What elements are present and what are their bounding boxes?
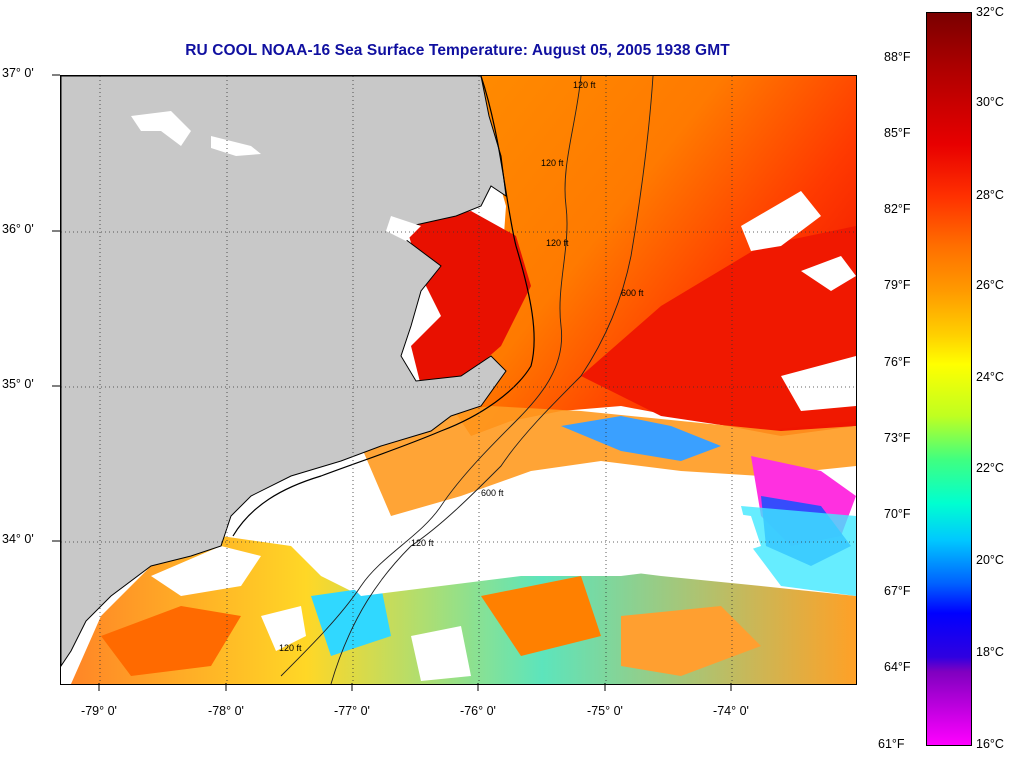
lat-label-34: 34° 0' — [2, 532, 34, 546]
colorbar-c-label: 26°C — [976, 278, 1004, 292]
colorbar-c-label: 18°C — [976, 645, 1004, 659]
lon-label-75: -75° 0' — [587, 704, 623, 718]
colorbar-f-label: 76°F — [884, 355, 911, 369]
lon-label-76: -76° 0' — [460, 704, 496, 718]
warm-patch — [101, 606, 241, 676]
colorbar-f-label: 67°F — [884, 584, 911, 598]
colorbar-c-label: 28°C — [976, 188, 1004, 202]
colorbar-c-label: 20°C — [976, 553, 1004, 567]
contour-label: 120 ft — [546, 238, 569, 248]
cloud-patch — [801, 256, 856, 291]
colorbar-f-label: 79°F — [884, 278, 911, 292]
colorbar-c-label: 30°C — [976, 95, 1004, 109]
temperature-colorbar — [926, 12, 972, 746]
contour-label: 600 ft — [621, 288, 644, 298]
contour-label: 600 ft — [481, 488, 504, 498]
sst-map: 120 ft 120 ft 120 ft 600 ft 120 ft 600 f… — [60, 75, 857, 685]
colorbar-c-label: 32°C — [976, 5, 1004, 19]
sound-hot-water — [406, 211, 531, 386]
cloud-bank — [311, 496, 761, 596]
colorbar-f-label: 88°F — [884, 50, 911, 64]
cool-eddy — [561, 416, 721, 461]
inland-lake — [386, 216, 421, 241]
barrier-island-shoreline — [232, 76, 535, 537]
cloud-patch — [741, 191, 821, 251]
inland-lake — [211, 136, 261, 156]
colorbar-f-label: 70°F — [884, 507, 911, 521]
inland-lake — [131, 111, 191, 146]
colorbar-f-label: 64°F — [884, 660, 911, 674]
contour-label: 120 ft — [541, 158, 564, 168]
graticule — [61, 76, 856, 684]
colorbar-f-label: 82°F — [884, 202, 911, 216]
colorbar-f-label: 73°F — [884, 431, 911, 445]
axis-ticks — [52, 74, 732, 691]
colorbar-f-label: 85°F — [884, 126, 911, 140]
colorbar-f-label: 61°F — [878, 737, 905, 751]
colorbar-c-label: 16°C — [976, 737, 1004, 751]
contour-120ft — [280, 76, 582, 677]
sst-map-canvas: 120 ft 120 ft 120 ft 600 ft 120 ft 600 f… — [61, 76, 856, 684]
contour-label: 120 ft — [573, 80, 596, 90]
lon-label-78: -78° 0' — [208, 704, 244, 718]
cloud-patch — [781, 356, 856, 411]
lon-label-79: -79° 0' — [81, 704, 117, 718]
cool-patch — [311, 586, 391, 656]
warm-patch — [621, 606, 761, 676]
bathymetry-contours — [280, 76, 654, 684]
lat-label-35: 35° 0' — [2, 377, 34, 391]
colorbar-c-label: 22°C — [976, 461, 1004, 475]
warm-patch — [481, 576, 601, 656]
cool-patch — [741, 506, 856, 596]
front-band — [361, 406, 856, 516]
colorbar-c-label: 24°C — [976, 370, 1004, 384]
lon-label-77: -77° 0' — [334, 704, 370, 718]
lat-label-37: 37° 0' — [2, 66, 34, 80]
map-title: RU COOL NOAA-16 Sea Surface Temperature:… — [185, 42, 730, 59]
lat-label-36: 36° 0' — [2, 222, 34, 236]
contour-600ft — [330, 76, 654, 684]
cloud-patch — [411, 626, 471, 681]
contour-label: 120 ft — [279, 643, 302, 653]
contour-label: 120 ft — [411, 538, 434, 548]
cloud-patch — [261, 606, 306, 651]
lon-label-74: -74° 0' — [713, 704, 749, 718]
cloud-patch — [151, 546, 261, 596]
